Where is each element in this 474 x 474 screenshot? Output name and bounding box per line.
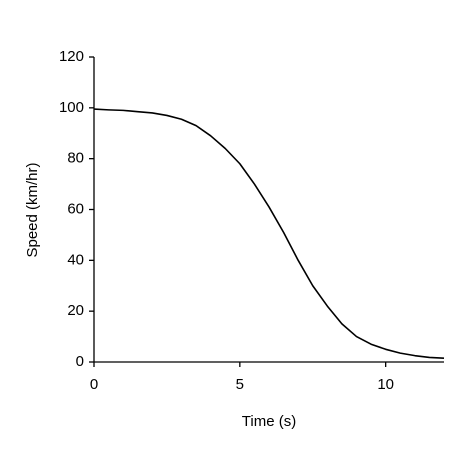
y-tick-label: 40 bbox=[67, 251, 84, 268]
x-tick-label: 10 bbox=[377, 376, 394, 393]
x-axis-label: Time (s) bbox=[242, 413, 296, 430]
data-line bbox=[93, 108, 445, 359]
y-tick-label: 80 bbox=[67, 150, 84, 167]
x-tick-label: 5 bbox=[236, 376, 244, 393]
y-axis-label: Speed (km/hr) bbox=[24, 162, 41, 257]
y-tick-label: 0 bbox=[76, 353, 84, 370]
y-tick-label: 120 bbox=[59, 48, 84, 65]
x-tick-label: 0 bbox=[90, 376, 98, 393]
y-tick-label: 20 bbox=[67, 302, 84, 319]
y-tick-label: 100 bbox=[59, 99, 84, 116]
y-tick-label: 60 bbox=[67, 200, 84, 217]
